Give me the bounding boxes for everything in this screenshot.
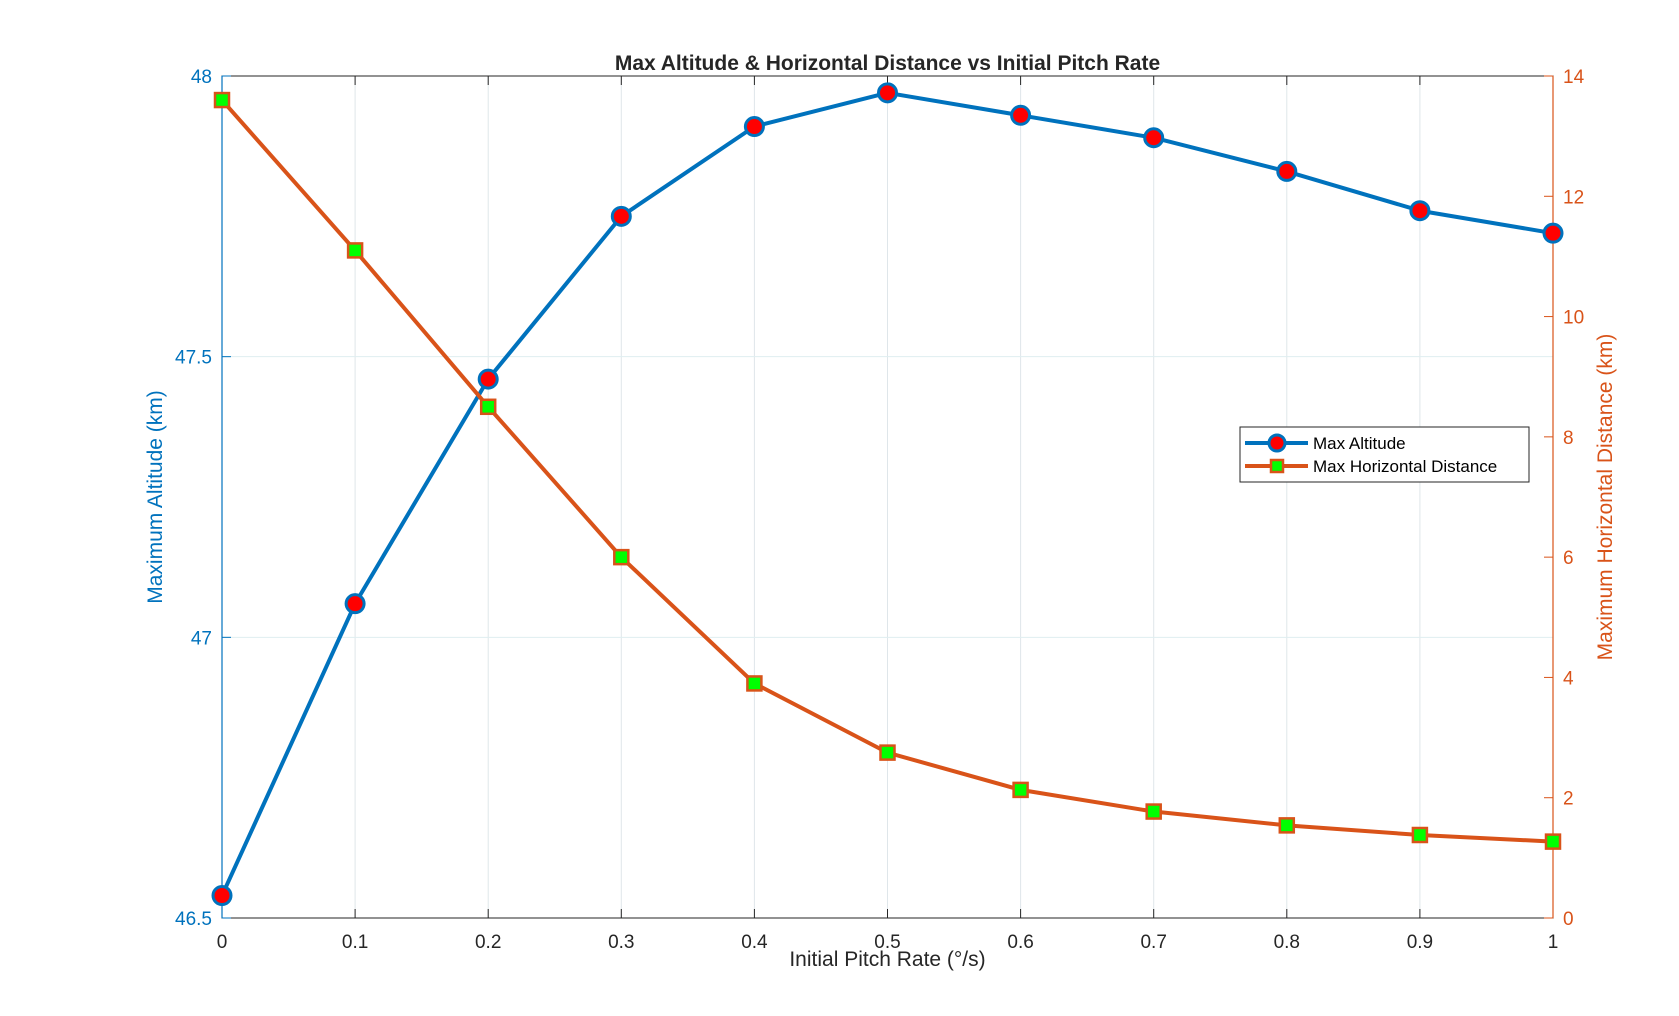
x-tick-label: 0.5 <box>874 932 900 953</box>
y-axis-label-left: Maximum Altitude (km) <box>144 390 167 604</box>
y-right-tick-label: 0 <box>1563 909 1574 930</box>
legend-label-max-horizontal-distance: Max Horizontal Distance <box>1313 457 1497 476</box>
data-point-max-horizontal-distance <box>1012 781 1029 799</box>
legend-box <box>1239 426 1530 483</box>
y-right-tick-label: 4 <box>1563 668 1574 689</box>
x-tick-label: 1 <box>1548 932 1559 953</box>
y-right-tick-label: 6 <box>1563 548 1574 569</box>
y-right-tick-label: 14 <box>1563 67 1585 88</box>
data-point-max-horizontal-distance <box>1278 817 1296 834</box>
y-right-tick-label: 12 <box>1563 187 1584 208</box>
data-point-max-horizontal-distance <box>613 548 630 566</box>
y-right-tick-label: 8 <box>1563 428 1574 449</box>
x-tick-label: 0.2 <box>475 932 501 953</box>
x-tick-label: 0.7 <box>1140 932 1166 953</box>
x-tick-label: 0.1 <box>342 932 368 953</box>
y-right-tick-label: 2 <box>1563 789 1574 810</box>
x-tick-label: 0.9 <box>1407 932 1433 953</box>
y-axis-label-right: Maximum Horizontal Distance (km) <box>1594 334 1617 661</box>
data-point-max-horizontal-distance <box>479 398 497 416</box>
legend: Max Altitude Max Horizontal Distance <box>1239 426 1530 483</box>
data-point-max-altitude <box>1010 104 1032 126</box>
legend-marker-max-horizontal-distance <box>1269 458 1285 474</box>
x-tick-label: 0.6 <box>1007 932 1033 953</box>
axes: 0 0.1 0.2 0.3 0.4 0.5 0.6 0.7 0.8 0.9 1 46.5 47 47.5 4… <box>175 67 1585 953</box>
y-right-tick-label: 10 <box>1563 308 1584 329</box>
legend-marker-max-altitude <box>1267 433 1287 453</box>
x-tick-label: 0.4 <box>741 932 768 953</box>
x-tick-label: 0.3 <box>608 932 634 953</box>
data-point-max-altitude <box>211 885 233 907</box>
x-tick-label: 0 <box>217 932 228 953</box>
data-point-max-altitude <box>1409 200 1431 222</box>
grid <box>222 76 1553 918</box>
x-tick-label: 0.8 <box>1274 932 1300 953</box>
data-point-max-altitude <box>877 82 898 104</box>
data-point-max-altitude <box>477 368 499 390</box>
series-markers <box>211 82 1564 907</box>
data-point-max-horizontal-distance <box>346 242 364 259</box>
data-point-max-altitude <box>610 205 632 227</box>
data-point-max-horizontal-distance <box>1145 803 1162 820</box>
data-point-max-horizontal-distance <box>879 744 896 761</box>
data-point-max-horizontal-distance <box>1544 833 1562 850</box>
x-axis-label: Initial Pitch Rate (°/s) <box>789 948 985 971</box>
data-point-max-altitude <box>1276 160 1298 182</box>
data-point-max-altitude <box>743 116 765 138</box>
data-point-max-horizontal-distance <box>746 675 763 692</box>
data-point-max-altitude <box>344 593 366 615</box>
chart-title: Max Altitude & Horizontal Distance vs In… <box>615 52 1160 75</box>
y-left-tick-label: 48 <box>191 67 212 88</box>
y-left-tick-label: 47 <box>191 628 212 649</box>
y-left-tick-label: 46.5 <box>175 909 212 930</box>
data-point-max-horizontal-distance <box>1411 826 1429 844</box>
legend-label-max-altitude: Max Altitude <box>1313 434 1406 453</box>
y-left-tick-label: 47.5 <box>175 348 212 369</box>
data-point-max-altitude <box>1542 222 1564 244</box>
data-point-max-horizontal-distance <box>213 91 231 109</box>
data-point-max-altitude <box>1143 127 1165 149</box>
